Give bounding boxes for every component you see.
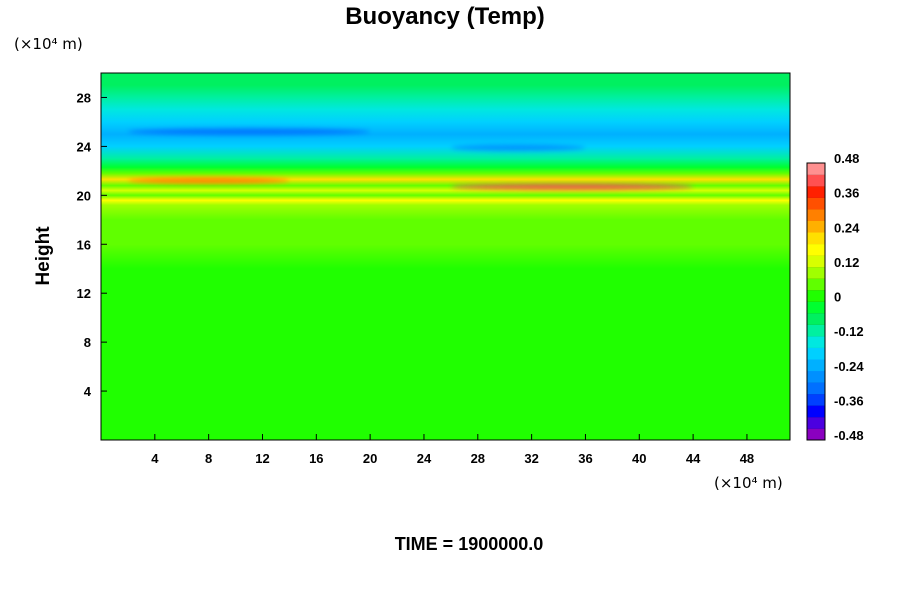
colorbar-swatch (807, 163, 825, 175)
y-tick-label: 24 (77, 139, 92, 154)
time-label: TIME = 1900000.0 (395, 534, 544, 554)
x-tick-label: 24 (417, 451, 432, 466)
x-tick-label: 44 (686, 451, 701, 466)
x-tick-label: 12 (255, 451, 269, 466)
colorbar-tick-label: -0.12 (834, 324, 864, 339)
colorbar-swatch (807, 405, 825, 418)
x-tick-label: 32 (524, 451, 538, 466)
colorbar-swatch (807, 428, 825, 441)
colorbar-swatch (807, 278, 825, 291)
x-tick-label: 28 (471, 451, 485, 466)
colorbar-tick-label: 0.24 (834, 220, 860, 235)
colorbar-swatch (807, 289, 825, 302)
colorbar-swatch (807, 255, 825, 268)
colorbar-swatch (807, 336, 825, 348)
colorbar-swatch (807, 186, 825, 198)
colorbar-tick-label: -0.48 (834, 428, 864, 443)
x-tick-label: 8 (205, 451, 212, 466)
y-tick-label: 16 (77, 237, 91, 252)
colorbar-swatch (807, 370, 825, 383)
colorbar-swatch (807, 209, 825, 222)
y-tick-label: 28 (77, 90, 91, 105)
x-tick-label: 48 (740, 451, 754, 466)
colorbar-swatch (807, 393, 825, 406)
x-tick-label: 40 (632, 451, 646, 466)
x-axis: 4 8 12 16 20 24 28 32 36 40 44 48 (151, 434, 754, 466)
colorbar-swatch (807, 197, 825, 210)
y-tick-label: 4 (84, 384, 92, 399)
y-tick-label: 20 (77, 188, 91, 203)
colorbar-tick-label: 0.12 (834, 255, 859, 270)
y-axis: 4 8 12 16 20 24 28 (77, 90, 107, 399)
x-tick-label: 20 (363, 451, 377, 466)
colorbar-swatch (807, 174, 825, 187)
colorbar-tick-label: 0.48 (834, 151, 859, 166)
cold-band-2 (127, 128, 371, 135)
x-tick-label: 4 (151, 451, 159, 466)
colorbar-tick-label: 0 (834, 290, 841, 305)
colorbar-tick-label: -0.36 (834, 393, 864, 408)
warm-band-1 (450, 183, 694, 190)
colorbar-swatch (807, 324, 825, 337)
colorbar-swatch (807, 416, 825, 429)
colorbar-tick-label: -0.24 (834, 359, 864, 374)
heatmap-field (101, 73, 790, 440)
colorbar-swatch (807, 266, 825, 279)
colorbar-swatch (807, 220, 825, 233)
colorbar-swatch (807, 313, 825, 325)
colorbar-tick-label: 0.36 (834, 186, 859, 201)
plot-area (100, 72, 791, 441)
colorbar-swatch (807, 232, 825, 245)
x-unit-label: (×10⁴ m) (714, 474, 783, 492)
y-axis-label: Height (33, 226, 54, 286)
y-unit-label: (×10⁴ m) (14, 35, 83, 53)
cold-band-3 (450, 144, 586, 151)
x-tick-label: 16 (309, 451, 323, 466)
colorbar-swatch (807, 301, 825, 314)
colorbar-frame (806, 162, 826, 441)
chart-title: Buoyancy (Temp) (345, 3, 545, 30)
warm-band-0 (127, 177, 290, 184)
colorbar-swatch (807, 347, 825, 360)
colorbar-swatch (807, 382, 825, 395)
colorbar-swatch (807, 359, 825, 372)
colorbar: 0.48 0.36 0.24 0.12 0 -0.12 -0.24 -0.36 -0.48 (806, 151, 864, 443)
y-tick-label: 8 (84, 335, 91, 350)
x-tick-label: 36 (578, 451, 592, 466)
colorbar-swatch (807, 243, 825, 256)
y-tick-label: 12 (77, 286, 91, 301)
plot-frame (100, 72, 791, 441)
